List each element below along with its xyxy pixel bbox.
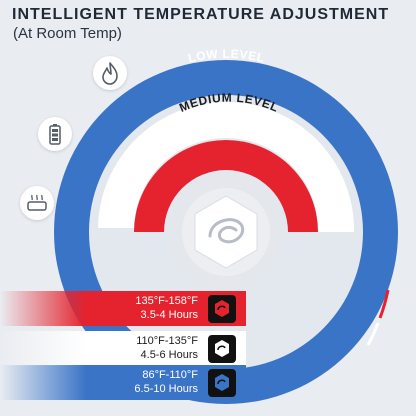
high-level-temp: 135°F-158°F [135, 295, 198, 307]
medium-level-temp: 110°F-135°F [136, 335, 198, 347]
high-level-ring [134, 140, 318, 232]
hexagon-logo-icon [194, 195, 258, 269]
medium-level-ring [98, 101, 355, 232]
low-level-label: LOW LEVEL [187, 47, 267, 65]
white-logo-badge-icon [208, 335, 236, 363]
low-level-info: 86°F-110°F 6.5-10 Hours [134, 368, 198, 396]
battery-icon [38, 117, 72, 151]
heating-pad-icon [20, 186, 54, 220]
medium-level-duration: 4.5-6 Hours [140, 349, 198, 361]
low-level-duration: 6.5-10 Hours [134, 383, 198, 395]
page-subtitle: (At Room Temp) [13, 25, 122, 42]
medium-level-bar: 110°F-135°F 4.5-6 Hours [0, 331, 246, 366]
medium-tick [366, 322, 380, 346]
flame-icon [93, 56, 127, 90]
low-level-temp: 86°F-110°F [142, 369, 198, 381]
high-level-duration: 3.5-4 Hours [140, 309, 198, 321]
red-logo-badge-icon [208, 295, 236, 323]
high-tick [378, 289, 390, 319]
page-title: INTELLIGENT TEMPERATURE ADJUSTMENT [12, 6, 390, 23]
blue-logo-badge-icon [208, 369, 236, 397]
medium-level-info: 110°F-135°F 4.5-6 Hours [136, 334, 198, 362]
high-level-bar: 135°F-158°F 3.5-4 Hours [0, 291, 246, 326]
low-level-bar: 86°F-110°F 6.5-10 Hours [0, 365, 246, 400]
high-level-info: 135°F-158°F 3.5-4 Hours [135, 294, 198, 322]
